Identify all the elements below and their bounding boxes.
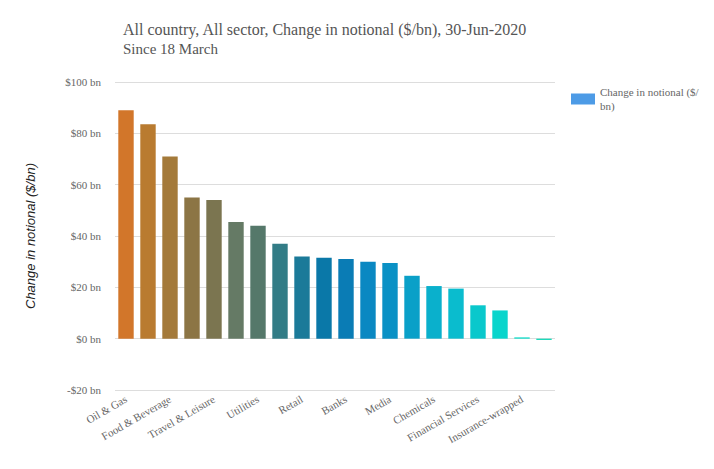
svg-text:Retail: Retail [276,393,305,417]
svg-text:Chemicals: Chemicals [390,392,437,427]
svg-text:Since 18 March: Since 18 March [123,41,218,57]
svg-text:$40 bn: $40 bn [71,230,102,242]
svg-text:Financial Services: Financial Services [405,393,481,444]
svg-text:Insurance-wrapped: Insurance-wrapped [446,393,525,446]
svg-text:$60 bn: $60 bn [71,179,102,191]
svg-text:Oil & Gas: Oil & Gas [83,392,129,426]
svg-text:Travel & Leisure: Travel & Leisure [146,393,217,441]
svg-text:Utilities: Utilities [224,393,261,421]
svg-text:bn): bn) [600,100,615,113]
svg-text:$100 bn: $100 bn [65,76,101,88]
svg-text:All country, All sector, Chang: All country, All sector, Change in notio… [123,21,526,39]
svg-text:Banks: Banks [319,393,349,417]
svg-text:-$20 bn: -$20 bn [67,384,101,396]
svg-text:$0 bn: $0 bn [76,333,101,345]
svg-text:Change in notional ($/bn): Change in notional ($/bn) [23,163,38,309]
svg-text:$20 bn: $20 bn [71,281,102,293]
svg-text:Media: Media [363,393,393,417]
svg-text:Food & Beverage: Food & Beverage [99,392,173,443]
svg-text:$80 bn: $80 bn [71,127,102,139]
svg-text:Change in notional ($/: Change in notional ($/ [600,86,700,99]
